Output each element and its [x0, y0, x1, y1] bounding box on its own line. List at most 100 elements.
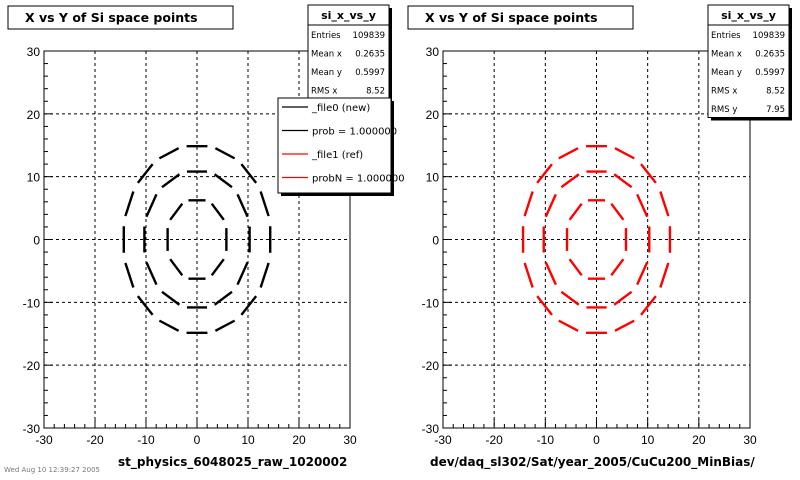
y-tick-label: -30: [23, 422, 41, 436]
stats-value: 0.2635: [355, 50, 385, 60]
y-tick-label: 30: [27, 45, 41, 59]
left-caption: st_physics_6048025_raw_1020002: [118, 455, 348, 469]
stats-box: [307, 4, 390, 100]
y-tick-label: 20: [27, 108, 41, 122]
stats-title: si_x_vs_y: [321, 9, 376, 22]
x-tick-label: -10: [537, 433, 555, 447]
ring-segment: [158, 147, 180, 160]
ring-segment: [236, 261, 249, 286]
ring-segment: [259, 262, 270, 288]
chart-panel-left: -30 -20 -10 0 10 20 30 -30 -20 -10 0 10 20 30 X vs Y o…: [7, 4, 405, 447]
legend-label: probN = 1.000000: [312, 174, 405, 185]
chart-title: X vs Y of Si space points: [25, 10, 198, 25]
stats-label: Entries: [711, 31, 741, 41]
stats-label: Mean y: [311, 68, 342, 78]
ring-segment: [636, 261, 649, 286]
chart-panel-right: -30 -20 -10 0 10 20 30 -30 -20 -10 0 10 20 30 X vs Y o…: [407, 4, 792, 447]
ring-segment: [610, 202, 625, 221]
stats-value: 109839: [753, 31, 785, 41]
ring-segment: [640, 163, 657, 184]
stats-value: 8.52: [766, 87, 785, 97]
x-tick-label: -30: [35, 433, 53, 447]
y-tick-label: -10: [23, 296, 41, 310]
stats-value: 0.5997: [755, 68, 785, 78]
legend-label: _file1 (ref): [311, 150, 363, 161]
ring-segment: [659, 191, 670, 217]
ring-segment: [240, 163, 258, 184]
ring-segment: [536, 163, 553, 184]
stats-label: Mean x: [311, 50, 342, 60]
ring-segment: [614, 147, 635, 160]
y-tick-label: 10: [426, 171, 440, 185]
ring-segment: [558, 147, 579, 160]
x-tick-label: 20: [292, 433, 306, 447]
chart-title: X vs Y of Si space points: [425, 10, 598, 25]
x-tick-label: -10: [137, 433, 155, 447]
ring-segment: [523, 262, 534, 288]
ring-segment: [210, 202, 225, 221]
stats-value: 7.95: [766, 105, 785, 115]
stats-value: 109839: [353, 31, 385, 41]
ring-segment: [213, 290, 233, 306]
stats-label: Mean y: [711, 68, 742, 78]
ring-segment: [610, 258, 625, 277]
ring-segment: [558, 319, 579, 332]
ring-segment: [613, 173, 633, 189]
x-tick-label: 30: [343, 433, 357, 447]
y-tick-label: 30: [426, 45, 440, 59]
ring-segment: [169, 258, 184, 277]
y-tick-label: -10: [422, 296, 440, 310]
title-box: [407, 5, 634, 30]
x-tick-label: 10: [641, 433, 655, 447]
ring-segment: [145, 193, 158, 218]
x-tick-label: 0: [593, 433, 600, 447]
ring-segment: [161, 173, 181, 189]
ring-segment: [568, 202, 583, 221]
y-tick-label: -20: [23, 359, 41, 373]
x-tick-label: -20: [485, 433, 503, 447]
stats-label: RMS x: [311, 87, 337, 97]
ring-segment: [613, 290, 633, 306]
ring-segment: [169, 202, 184, 221]
stats-box: [707, 4, 790, 118]
ring-segment: [124, 191, 135, 217]
stats-label: Mean x: [711, 50, 742, 60]
legend-label: prob = 1.000000: [312, 127, 397, 138]
y-tick-label: 20: [426, 108, 440, 122]
x-tick-label: -20: [86, 433, 104, 447]
ring-segment: [614, 319, 635, 332]
ring-segment: [236, 193, 249, 218]
ring-segment: [161, 290, 181, 306]
ring-segment: [145, 261, 158, 286]
ring-segment: [544, 193, 557, 218]
stats-label: Entries: [311, 31, 341, 41]
ring-segment: [214, 319, 236, 332]
y-tick-label: 0: [33, 234, 40, 248]
stats-title: si_x_vs_y: [721, 9, 776, 22]
x-tick-label: 0: [194, 433, 201, 447]
stats-label: RMS y: [711, 105, 737, 115]
ring-segment: [136, 295, 154, 316]
ring-segment: [544, 261, 557, 286]
ring-segment: [136, 163, 154, 184]
ring-segment: [124, 262, 135, 288]
ring-segment: [640, 295, 657, 316]
y-tick-label: -20: [422, 359, 440, 373]
stats-value: 0.2635: [755, 50, 785, 60]
ring-segment: [240, 295, 258, 316]
ring-segment: [259, 191, 270, 217]
ring-segment: [560, 290, 580, 306]
ring-segment: [636, 193, 649, 218]
y-tick-label: 10: [27, 171, 41, 185]
y-tick-label: -30: [422, 422, 440, 436]
ring-segment: [659, 262, 670, 288]
ring-segment: [560, 173, 580, 189]
x-tick-label: 20: [692, 433, 706, 447]
ring-segment: [213, 173, 233, 189]
x-tick-label: 10: [241, 433, 255, 447]
ring-segment: [536, 295, 553, 316]
stats-value: 8.52: [366, 87, 385, 97]
x-tick-label: 30: [743, 433, 757, 447]
title-box: [7, 5, 234, 30]
